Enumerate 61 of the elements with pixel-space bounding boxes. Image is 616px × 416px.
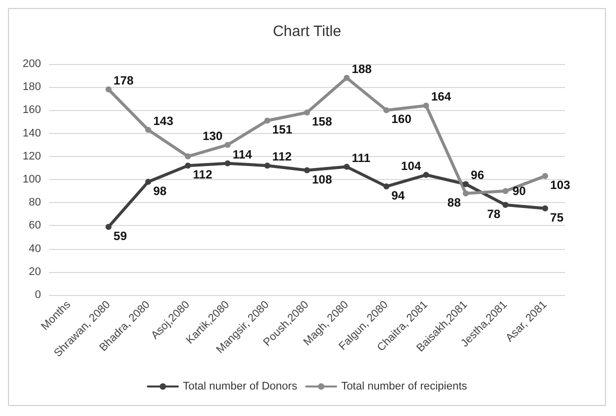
data-label: 112 xyxy=(192,168,213,182)
point xyxy=(383,107,390,114)
y-tick-label: 20 xyxy=(28,266,41,278)
data-label: 151 xyxy=(272,122,293,137)
point xyxy=(462,190,469,196)
point xyxy=(184,162,191,169)
y-tick-label: 160 xyxy=(22,104,41,116)
data-label: 96 xyxy=(470,168,484,182)
y-tick-label: 180 xyxy=(22,81,41,94)
data-label: 111 xyxy=(352,150,371,165)
y-tick-label: 100 xyxy=(22,174,41,186)
legend-label: Total number of Donors xyxy=(182,380,298,392)
data-label: 59 xyxy=(114,228,128,243)
chart-title: Chart Title xyxy=(272,23,342,40)
y-tick-label: 40 xyxy=(28,242,41,255)
point xyxy=(502,202,508,208)
point xyxy=(423,172,430,178)
data-label: 130 xyxy=(202,128,223,143)
data-label: 88 xyxy=(447,195,462,210)
point xyxy=(264,162,270,169)
legend-label: Total number of recipients xyxy=(341,380,468,392)
point xyxy=(344,74,350,81)
data-label: 158 xyxy=(312,114,332,129)
data-label: 108 xyxy=(312,172,332,186)
point xyxy=(502,188,508,194)
point xyxy=(462,181,469,188)
point xyxy=(106,224,112,230)
y-tick-label: 0 xyxy=(34,289,41,301)
data-label: 75 xyxy=(550,210,564,224)
data-label: 143 xyxy=(153,114,174,128)
point xyxy=(423,102,430,109)
point xyxy=(224,160,231,166)
data-label: 112 xyxy=(272,150,292,164)
point xyxy=(224,142,231,148)
data-label: 188 xyxy=(352,62,372,76)
data-label: 98 xyxy=(153,184,167,198)
point xyxy=(304,167,310,174)
data-label: 78 xyxy=(487,206,501,221)
data-label: 94 xyxy=(391,188,406,202)
data-label: 178 xyxy=(114,73,134,88)
point xyxy=(383,183,390,190)
y-tick-label: 60 xyxy=(28,220,41,232)
data-label: 104 xyxy=(401,158,422,173)
data-label: 90 xyxy=(512,184,526,198)
point xyxy=(145,178,152,185)
y-tick-label: 80 xyxy=(28,196,41,209)
y-tick-label: 200 xyxy=(22,58,41,70)
point xyxy=(184,153,191,160)
data-label: 114 xyxy=(232,147,252,162)
data-label: 160 xyxy=(391,112,412,126)
point xyxy=(344,164,350,170)
point xyxy=(542,173,548,180)
point xyxy=(145,126,152,133)
point xyxy=(264,118,270,124)
point xyxy=(106,86,112,92)
y-tick-label: 120 xyxy=(22,150,41,162)
point xyxy=(542,205,548,212)
y-tick-label: 140 xyxy=(22,127,41,140)
data-label: 103 xyxy=(550,178,570,192)
point xyxy=(304,110,310,116)
data-label: 164 xyxy=(431,90,452,104)
